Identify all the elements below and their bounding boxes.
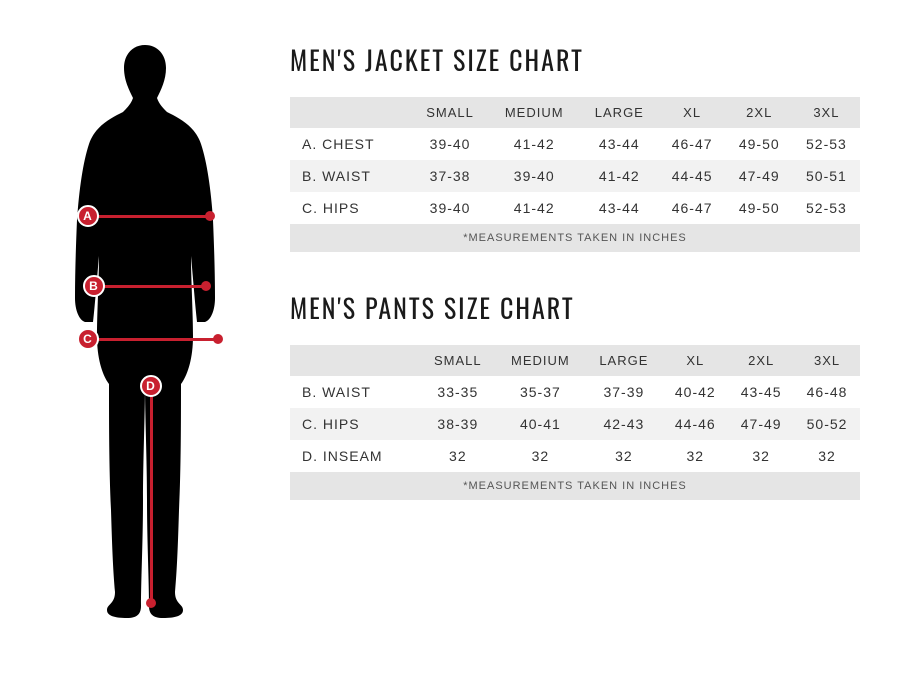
jacket-cell: 39-40 [412,192,489,224]
pants-cell: 47-49 [728,408,794,440]
measure-dot-d [146,598,156,608]
jacket-col-4: 2XL [726,97,793,128]
jacket-row: B. WAIST37-3839-4041-4244-4547-4950-51 [290,160,860,192]
jacket-cell: 47-49 [726,160,793,192]
pants-cell: 32 [728,440,794,472]
pants-cell: 37-39 [585,376,662,408]
measure-line-b [94,285,206,288]
pants-col-2: LARGE [585,345,662,376]
pants-cell: 44-46 [662,408,728,440]
jacket-col-2: LARGE [580,97,658,128]
jacket-col-3: XL [659,97,726,128]
pants-cell: 40-42 [662,376,728,408]
pants-size-table: SMALLMEDIUMLARGEXL2XL3XLB. WAIST33-3535-… [290,345,860,500]
jacket-row-label: A. CHEST [290,128,412,160]
jacket-row-label: C. HIPS [290,192,412,224]
pants-cell: 32 [794,440,860,472]
pants-row-label: B. WAIST [290,376,420,408]
measure-dot-c [213,334,223,344]
pants-cell: 43-45 [728,376,794,408]
pants-cell: 35-37 [495,376,585,408]
jacket-col-5: 3XL [793,97,860,128]
jacket-cell: 39-40 [488,160,580,192]
jacket-cell: 43-44 [580,192,658,224]
pants-col-1: MEDIUM [495,345,585,376]
measure-line-d [150,386,153,602]
jacket-size-table: SMALLMEDIUMLARGEXL2XL3XLA. CHEST39-4041-… [290,97,860,252]
figure-column: A B C D [20,40,270,655]
jacket-col-1: MEDIUM [488,97,580,128]
pants-cell: 50-52 [794,408,860,440]
jacket-cell: 43-44 [580,128,658,160]
jacket-header-blank [290,97,412,128]
jacket-cell: 41-42 [580,160,658,192]
jacket-title: MEN'S JACKET SIZE CHART [290,40,860,79]
jacket-cell: 39-40 [412,128,489,160]
jacket-cell: 49-50 [726,128,793,160]
pants-row: D. INSEAM323232323232 [290,440,860,472]
jacket-row: A. CHEST39-4041-4243-4446-4749-5052-53 [290,128,860,160]
jacket-cell: 52-53 [793,192,860,224]
jacket-cell: 52-53 [793,128,860,160]
pants-section: MEN'S PANTS SIZE CHART SMALLMEDIUMLARGEX… [290,288,860,500]
jacket-cell: 46-47 [659,192,726,224]
pants-cell: 32 [585,440,662,472]
pants-row: B. WAIST33-3535-3737-3940-4243-4546-48 [290,376,860,408]
body-silhouette: A B C D [55,40,235,620]
jacket-col-0: SMALL [412,97,489,128]
jacket-cell: 49-50 [726,192,793,224]
pants-cell: 38-39 [420,408,495,440]
jacket-footnote: *MEASUREMENTS TAKEN IN INCHES [290,224,860,252]
jacket-cell: 50-51 [793,160,860,192]
pants-col-5: 3XL [794,345,860,376]
pants-cell: 32 [662,440,728,472]
pants-cell: 32 [420,440,495,472]
pants-row-label: D. INSEAM [290,440,420,472]
tables-column: MEN'S JACKET SIZE CHART SMALLMEDIUMLARGE… [270,40,880,655]
jacket-cell: 41-42 [488,128,580,160]
pants-header-blank [290,345,420,376]
jacket-row: C. HIPS39-4041-4243-4446-4749-5052-53 [290,192,860,224]
measure-line-c [88,338,218,341]
measure-dot-b [201,281,211,291]
measure-line-a [88,215,210,218]
pants-cell: 32 [495,440,585,472]
pants-cell: 42-43 [585,408,662,440]
jacket-cell: 44-45 [659,160,726,192]
pants-row: C. HIPS38-3940-4142-4344-4647-4950-52 [290,408,860,440]
pants-cell: 33-35 [420,376,495,408]
pants-cell: 46-48 [794,376,860,408]
marker-c: C [77,328,99,350]
marker-b: B [83,275,105,297]
pants-footnote: *MEASUREMENTS TAKEN IN INCHES [290,472,860,500]
jacket-cell: 41-42 [488,192,580,224]
pants-title: MEN'S PANTS SIZE CHART [290,288,860,327]
jacket-cell: 37-38 [412,160,489,192]
jacket-row-label: B. WAIST [290,160,412,192]
pants-col-4: 2XL [728,345,794,376]
marker-a: A [77,205,99,227]
pants-col-0: SMALL [420,345,495,376]
marker-d: D [140,375,162,397]
pants-col-3: XL [662,345,728,376]
size-chart-container: ABCD MEN'S JACKET SIZE CHART SMALLMEDIUM… [0,0,900,675]
pants-row-label: C. HIPS [290,408,420,440]
measure-dot-a [205,211,215,221]
jacket-cell: 46-47 [659,128,726,160]
pants-cell: 40-41 [495,408,585,440]
jacket-section: MEN'S JACKET SIZE CHART SMALLMEDIUMLARGE… [290,40,860,252]
